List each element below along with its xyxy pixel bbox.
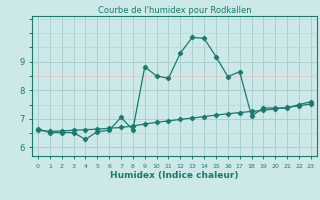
X-axis label: Humidex (Indice chaleur): Humidex (Indice chaleur) — [110, 171, 239, 180]
Title: Courbe de l'humidex pour Rodkallen: Courbe de l'humidex pour Rodkallen — [98, 6, 251, 15]
